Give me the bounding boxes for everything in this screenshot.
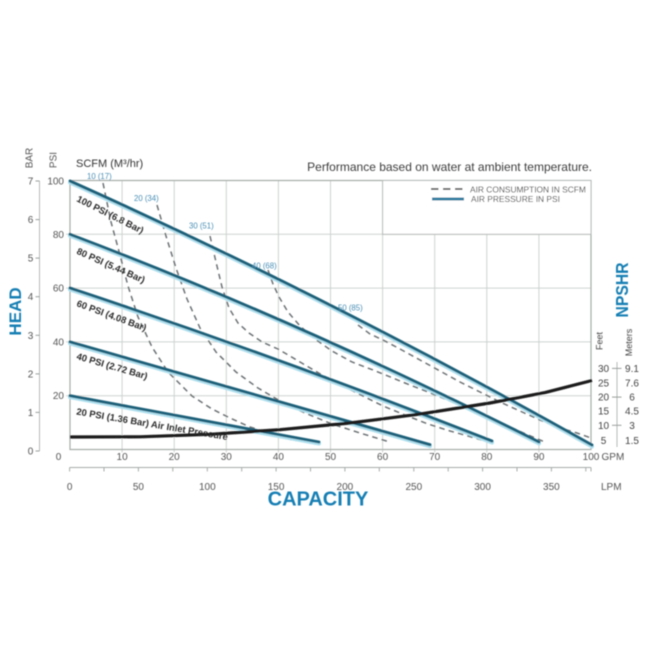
svg-text:10: 10 xyxy=(598,421,610,432)
svg-text:20: 20 xyxy=(598,393,610,404)
svg-text:80: 80 xyxy=(481,452,493,463)
svg-text:Meters: Meters xyxy=(624,328,634,356)
svg-text:40: 40 xyxy=(273,452,285,463)
svg-text:7: 7 xyxy=(28,177,34,188)
svg-text:25: 25 xyxy=(598,378,610,389)
svg-text:50: 50 xyxy=(133,482,145,493)
svg-text:100: 100 xyxy=(47,177,64,188)
svg-text:30 (51): 30 (51) xyxy=(189,222,214,231)
svg-text:150: 150 xyxy=(268,482,285,493)
svg-text:PSI: PSI xyxy=(49,152,60,168)
svg-text:90: 90 xyxy=(533,452,545,463)
svg-text:AIR CONSUMPTION IN SCFM: AIR CONSUMPTION IN SCFM xyxy=(470,185,586,195)
svg-text:20: 20 xyxy=(169,452,181,463)
svg-text:Feet: Feet xyxy=(595,331,605,350)
svg-text:SCFM (M³/hr): SCFM (M³/hr) xyxy=(76,158,143,170)
svg-text:10 (17): 10 (17) xyxy=(87,172,112,181)
svg-text:70: 70 xyxy=(429,452,441,463)
svg-text:0: 0 xyxy=(28,447,34,458)
svg-text:100: 100 xyxy=(199,482,216,493)
svg-text:Performance based on water at: Performance based on water at ambient te… xyxy=(307,160,592,174)
svg-text:CAPACITY: CAPACITY xyxy=(268,489,369,511)
svg-text:300: 300 xyxy=(474,482,491,493)
svg-text:5: 5 xyxy=(28,254,34,265)
svg-text:40: 40 xyxy=(53,337,65,348)
svg-text:4.5: 4.5 xyxy=(625,406,639,417)
svg-text:80: 80 xyxy=(53,230,65,241)
svg-text:30: 30 xyxy=(598,364,610,375)
svg-text:0: 0 xyxy=(56,452,62,463)
svg-text:1.5: 1.5 xyxy=(625,436,639,447)
svg-text:200: 200 xyxy=(337,482,354,493)
svg-text:30: 30 xyxy=(221,452,233,463)
svg-text:60: 60 xyxy=(377,452,389,463)
svg-text:20: 20 xyxy=(53,391,65,402)
svg-text:20 (34): 20 (34) xyxy=(134,194,159,203)
svg-text:6: 6 xyxy=(28,215,34,226)
svg-text:BAR: BAR xyxy=(25,148,36,169)
svg-text:HEAD: HEAD xyxy=(6,287,25,335)
svg-text:NPSHR: NPSHR xyxy=(612,262,632,317)
svg-text:4: 4 xyxy=(28,292,34,303)
svg-text:1: 1 xyxy=(28,408,34,419)
svg-text:7.6: 7.6 xyxy=(625,378,639,389)
svg-text:2: 2 xyxy=(28,369,34,380)
svg-text:0: 0 xyxy=(67,482,73,493)
svg-text:50 (85): 50 (85) xyxy=(338,304,363,313)
svg-text:9.1: 9.1 xyxy=(625,364,639,375)
svg-text:6: 6 xyxy=(629,393,635,404)
svg-text:100: 100 xyxy=(583,452,600,463)
svg-text:15: 15 xyxy=(598,406,610,417)
svg-text:AIR PRESSURE IN PSI: AIR PRESSURE IN PSI xyxy=(471,194,560,204)
svg-text:3: 3 xyxy=(629,421,635,432)
svg-text:40 (68): 40 (68) xyxy=(252,262,277,271)
svg-text:10: 10 xyxy=(117,452,129,463)
svg-text:50: 50 xyxy=(325,452,337,463)
svg-text:350: 350 xyxy=(543,482,560,493)
svg-text:250: 250 xyxy=(405,482,422,493)
svg-text:GPM: GPM xyxy=(602,452,625,463)
svg-text:60: 60 xyxy=(53,284,65,295)
svg-text:3: 3 xyxy=(28,331,34,342)
svg-text:LPM: LPM xyxy=(601,482,622,493)
svg-text:5: 5 xyxy=(601,436,607,447)
